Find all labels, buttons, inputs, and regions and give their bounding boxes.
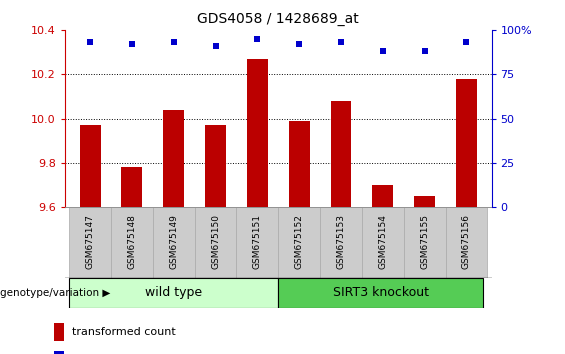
Point — [420, 48, 429, 54]
Bar — [414, 196, 435, 207]
Bar — [111, 207, 153, 278]
Text: GSM675156: GSM675156 — [462, 213, 471, 269]
Text: GSM675152: GSM675152 — [295, 213, 303, 269]
Bar — [372, 185, 393, 207]
Point — [169, 40, 178, 45]
Bar — [69, 207, 111, 278]
Bar — [236, 207, 279, 278]
Bar — [163, 110, 184, 207]
Text: GSM675151: GSM675151 — [253, 213, 262, 269]
Point — [211, 43, 220, 49]
Bar — [279, 207, 320, 278]
Text: GSM675153: GSM675153 — [337, 213, 345, 269]
Bar — [404, 207, 446, 278]
Text: genotype/variation ▶: genotype/variation ▶ — [0, 288, 110, 298]
Text: wild type: wild type — [145, 286, 202, 299]
Bar — [54, 323, 64, 341]
Text: GSM675150: GSM675150 — [211, 213, 220, 269]
Point — [462, 40, 471, 45]
Bar — [279, 278, 483, 308]
Bar — [362, 207, 404, 278]
Text: transformed count: transformed count — [72, 327, 175, 337]
Point — [337, 40, 346, 45]
Point — [85, 40, 94, 45]
Point — [295, 41, 304, 47]
Bar — [54, 352, 64, 354]
Bar — [69, 278, 279, 308]
Point — [253, 36, 262, 42]
Text: GSM675155: GSM675155 — [420, 213, 429, 269]
Bar — [121, 167, 142, 207]
Bar — [446, 207, 488, 278]
Bar — [153, 207, 194, 278]
Bar — [247, 59, 268, 207]
Bar — [80, 125, 101, 207]
Point — [379, 48, 388, 54]
Bar — [205, 125, 226, 207]
Text: GSM675149: GSM675149 — [169, 213, 178, 269]
Text: GSM675147: GSM675147 — [85, 213, 94, 269]
Point — [127, 41, 136, 47]
Bar — [331, 101, 351, 207]
Title: GDS4058 / 1428689_at: GDS4058 / 1428689_at — [197, 12, 359, 26]
Bar — [194, 207, 236, 278]
Text: GSM675148: GSM675148 — [127, 213, 136, 269]
Text: GSM675154: GSM675154 — [379, 213, 388, 269]
Bar — [289, 121, 310, 207]
Bar — [320, 207, 362, 278]
Bar — [456, 79, 477, 207]
Text: SIRT3 knockout: SIRT3 knockout — [333, 286, 429, 299]
